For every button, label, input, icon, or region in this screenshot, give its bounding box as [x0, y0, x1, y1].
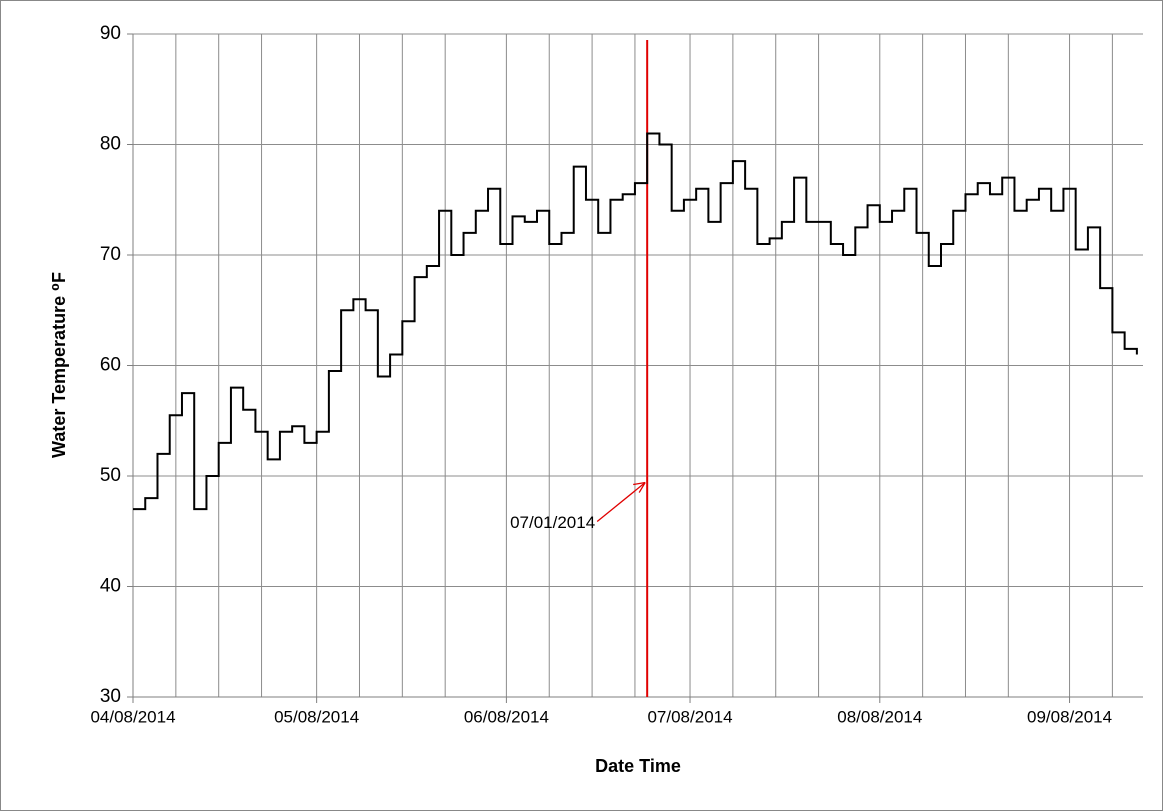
- annotation-arrowhead: [633, 481, 646, 493]
- y-tick-label: 50: [100, 465, 121, 486]
- annotation-arrow: [596, 482, 646, 523]
- x-tick-label: 04/08/2014: [90, 707, 175, 726]
- x-tick-label: 07/08/2014: [647, 707, 732, 726]
- data-line: [133, 132, 1138, 511]
- y-axis-title: Water Temperature ⁰F: [49, 272, 69, 458]
- x-tick-label: 08/08/2014: [837, 707, 922, 726]
- y-tick-label: 80: [100, 134, 121, 155]
- annotation-label: 07/01/2014: [510, 513, 595, 532]
- y-tick-label: 30: [100, 686, 121, 707]
- x-tick-label: 06/08/2014: [464, 707, 549, 726]
- y-tick-label: 70: [100, 244, 121, 265]
- y-tick-label: 60: [100, 355, 121, 376]
- x-axis-title: Date Time: [595, 756, 681, 776]
- y-tick-label: 40: [100, 576, 121, 597]
- y-tick-label: 90: [100, 23, 121, 44]
- x-tick-label: 05/08/2014: [274, 707, 359, 726]
- x-tick-label: 09/08/2014: [1027, 707, 1112, 726]
